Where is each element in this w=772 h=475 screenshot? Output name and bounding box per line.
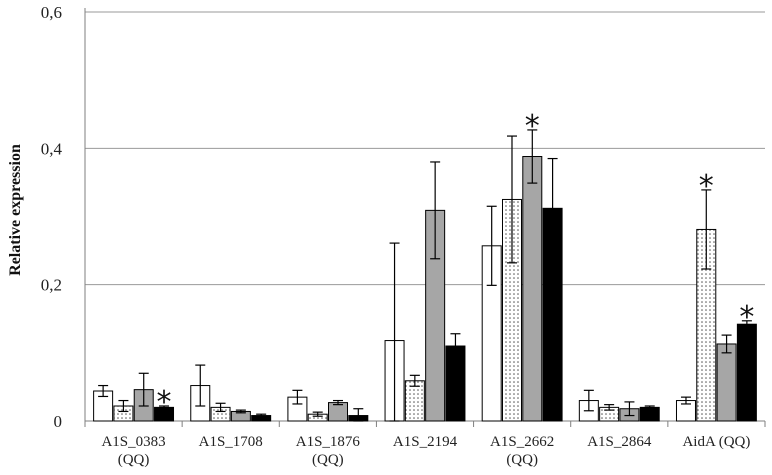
significance-markers: * * * * [157,109,755,420]
x-category-label: A1S_0383 [101,434,165,450]
tick-labels: 0 0,2 0,4 0,6 A1S_0383 (QQ) A1S_1708 A1S_1876 (Q… [41,3,751,468]
bar [736,323,757,422]
y-tick-label: 0,4 [41,139,63,158]
x-category-label: A1S_1876 [296,434,361,450]
x-category-label: A1S_1708 [199,434,263,450]
gridlines [85,11,765,286]
significance-star: * [525,109,540,144]
bar [328,402,349,422]
x-category-label: AidA (QQ) [682,434,750,450]
bar [716,343,737,422]
y-tick-label: 0,2 [41,276,62,295]
x-category-label: (QQ) [506,452,538,468]
significance-star: * [157,385,172,420]
bar [639,406,660,422]
significance-star: * [699,169,714,204]
error-bars [98,129,752,422]
significance-star: * [739,300,754,335]
y-axis-title: Relative expression [7,144,24,276]
x-category-label: A1S_2662 [490,434,554,450]
x-category-label: (QQ) [312,452,344,468]
bars [93,156,757,422]
x-category-label: A1S_2864 [587,434,652,450]
y-tick-label: 0,6 [41,3,62,22]
y-tick-label: 0 [54,412,63,431]
x-category-label: A1S_2194 [393,434,458,450]
x-category-label: (QQ) [118,452,150,468]
axes [84,8,766,427]
bar [522,156,543,422]
